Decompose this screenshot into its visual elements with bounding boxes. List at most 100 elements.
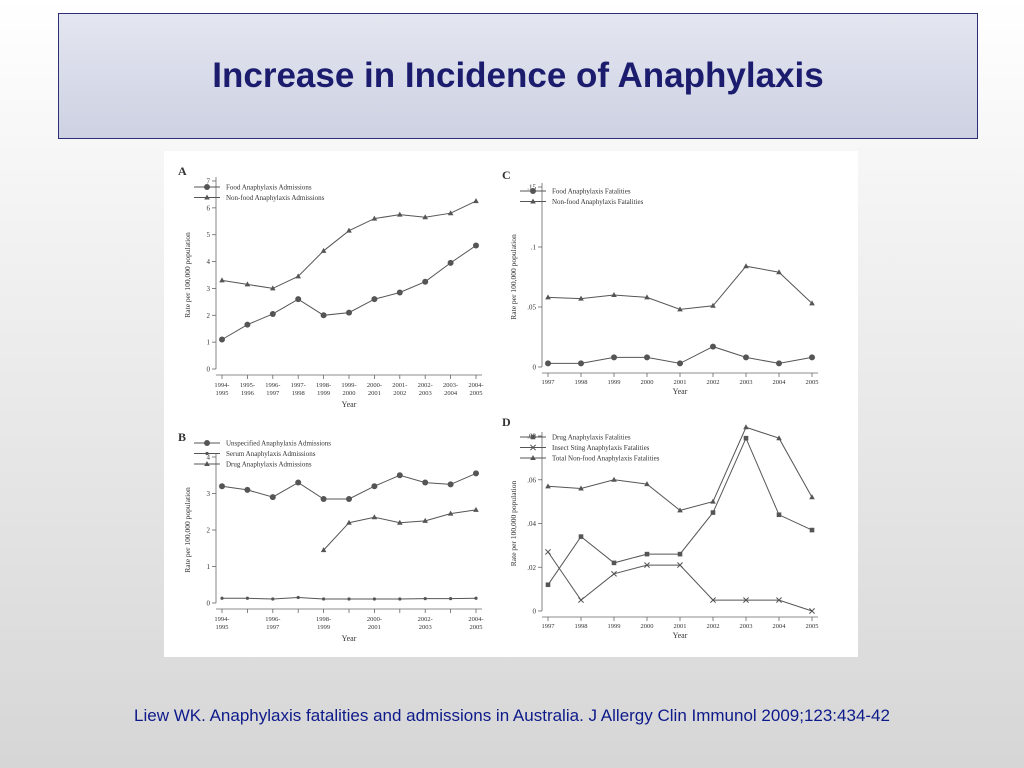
y-tick-label: .1 <box>531 244 537 252</box>
x-tick-label: 1996- <box>265 382 280 389</box>
data-point <box>244 486 251 493</box>
legend-marker <box>530 444 536 451</box>
data-point <box>320 312 327 319</box>
y-tick-label: 0 <box>533 364 537 372</box>
legend-marker <box>530 198 536 204</box>
y-axis-label: Rate per 100,000 population <box>509 481 518 567</box>
legend-marker <box>204 461 210 466</box>
data-point <box>611 354 617 361</box>
data-point <box>473 506 479 512</box>
data-point <box>545 360 551 367</box>
data-point <box>295 479 302 486</box>
x-tick-label: 2001 <box>674 623 687 630</box>
legend-marker <box>204 194 210 200</box>
legend-marker <box>530 188 536 194</box>
data-point <box>371 215 378 221</box>
legend-label: Drug Anaphylaxis Admissions <box>226 461 312 469</box>
panel-letter: D <box>502 415 511 429</box>
data-point <box>346 227 352 233</box>
data-point <box>449 597 453 601</box>
data-point <box>371 296 378 303</box>
x-tick-label: 2000- <box>367 382 382 389</box>
data-point <box>422 517 428 523</box>
data-point <box>219 277 225 283</box>
x-tick-label: 2002- <box>418 382 433 389</box>
data-point <box>776 597 782 604</box>
data-point <box>295 296 302 303</box>
legend-label: Food Anaphylaxis Fatalities <box>552 188 631 196</box>
data-point <box>710 498 716 504</box>
y-tick-label: .05 <box>527 304 536 312</box>
data-point <box>269 494 276 501</box>
y-axis-label: Rate per 100,000 population <box>183 232 192 318</box>
data-point <box>710 302 716 308</box>
data-point <box>397 211 403 217</box>
data-point <box>422 214 428 220</box>
legend-label: Non-food Anaphylaxis Fatalities <box>552 198 644 206</box>
legend-label: Food Anaphylaxis Admissions <box>226 184 312 192</box>
data-point <box>644 294 650 300</box>
y-tick-label: 3 <box>207 490 211 498</box>
x-tick-label: 1994- <box>214 616 229 623</box>
x-tick-label: 2003 <box>740 379 753 386</box>
legend-label: Total Non-food Anaphylaxis Fatalities <box>552 455 660 463</box>
x-tick-label-2: 1995 <box>216 390 229 397</box>
x-tick-label: 1998- <box>316 382 331 389</box>
legend-marker <box>530 434 536 440</box>
data-point <box>372 597 376 601</box>
x-tick-label: 2005 <box>806 379 819 386</box>
data-point <box>423 597 427 601</box>
data-point <box>776 512 782 518</box>
data-point <box>809 527 815 533</box>
data-point <box>611 570 617 577</box>
data-point <box>347 597 351 601</box>
x-tick-label-2: 1998 <box>292 390 305 397</box>
x-axis-label: Year <box>342 400 357 409</box>
legend-marker <box>204 440 210 446</box>
data-point <box>611 560 617 566</box>
data-point <box>396 289 403 296</box>
data-point <box>473 242 479 249</box>
x-tick-label-2: 1999 <box>317 624 330 631</box>
legend-label: Serum Anaphylaxis Admissions <box>226 450 316 458</box>
legend-label: Insect Sting Anaphylaxis Fatalities <box>552 444 650 452</box>
data-point <box>644 354 650 361</box>
x-tick-label: 1998 <box>575 379 588 386</box>
data-point <box>219 336 225 343</box>
y-tick-label: 7 <box>207 178 211 186</box>
x-tick-label: 1999 <box>608 623 621 630</box>
data-point <box>677 360 683 367</box>
series-line <box>221 200 477 289</box>
data-point <box>776 269 782 275</box>
y-tick-label: 2 <box>207 312 211 320</box>
data-point <box>545 483 551 489</box>
x-tick-label-2: 2003 <box>419 624 432 631</box>
x-tick-label-2: 2005 <box>470 390 483 397</box>
data-point <box>371 483 378 490</box>
chart-panel-d: D0.02.04.06.0819971998199920002001200220… <box>502 415 819 640</box>
data-point <box>611 476 617 482</box>
data-point <box>545 294 551 300</box>
data-point <box>396 472 403 479</box>
panel-letter: B <box>178 430 186 444</box>
data-point <box>611 292 617 297</box>
data-point <box>677 551 683 557</box>
chart-panel-a: A 0 1 2 3 4 5 6 7 1994-1995 1995-1996 1996-1997 1997… <box>178 164 484 409</box>
data-point <box>644 481 650 487</box>
data-point <box>710 343 716 350</box>
y-tick-label: .04 <box>527 520 536 528</box>
series-1: Unspecified Anaphylaxis Admissions <box>194 440 479 502</box>
data-point <box>578 597 584 604</box>
x-tick-label: 2005 <box>806 623 819 630</box>
data-point <box>578 534 584 539</box>
slide-title: Increase in Incidence of Anaphylaxis <box>212 56 824 95</box>
data-point <box>776 435 782 441</box>
data-point <box>320 495 327 502</box>
x-tick-label: 1995- <box>240 382 255 389</box>
y-axis-label: Rate per 100,000 population <box>183 487 192 573</box>
x-tick-label-2: 2001 <box>368 624 381 631</box>
x-tick-label-2: 1997 <box>266 390 280 397</box>
x-tick-label: 2004- <box>468 382 483 389</box>
data-point <box>677 507 683 513</box>
x-tick-label: 2000- <box>367 616 382 623</box>
